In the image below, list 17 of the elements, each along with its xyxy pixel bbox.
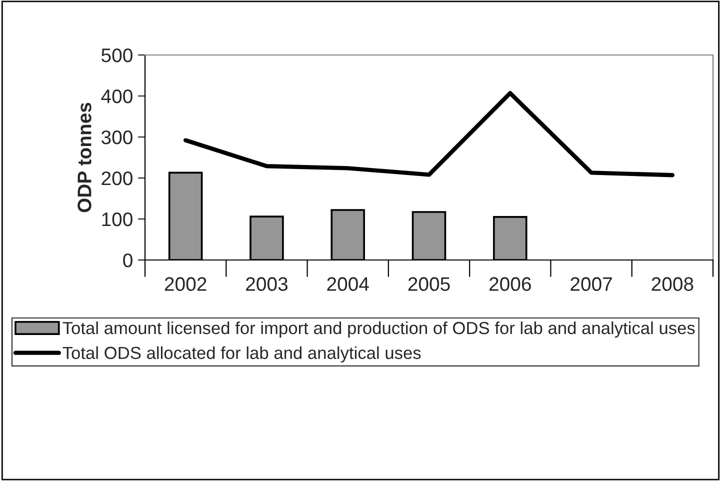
x-tick-label: 2007 (570, 277, 612, 291)
y-tick-label: 100 (102, 212, 132, 226)
y-tick-label: 0 (123, 253, 132, 268)
x-tick-label: 2004 (327, 277, 369, 291)
line-series (183, 91, 675, 178)
legend-label: Total amount licensed for import and production of ODS for lab and analytical uses (62, 321, 695, 338)
y-tick-label: 500 (102, 48, 132, 62)
y-tick-label: 400 (101, 89, 132, 104)
x-tick-label: 2002 (164, 277, 206, 291)
legend-label: Total ODS allocated for lab and analytical uses (62, 346, 421, 363)
x-tick-label: 2003 (246, 277, 288, 291)
x-tick-label: 2006 (489, 277, 531, 291)
x-tick-label: 2005 (408, 277, 450, 291)
y-tick-label: 300 (101, 130, 132, 144)
y-axis-title: ODP tonnes (78, 102, 92, 212)
y-tick-label: 200 (102, 171, 132, 186)
x-tick-label: 2008 (652, 277, 694, 291)
